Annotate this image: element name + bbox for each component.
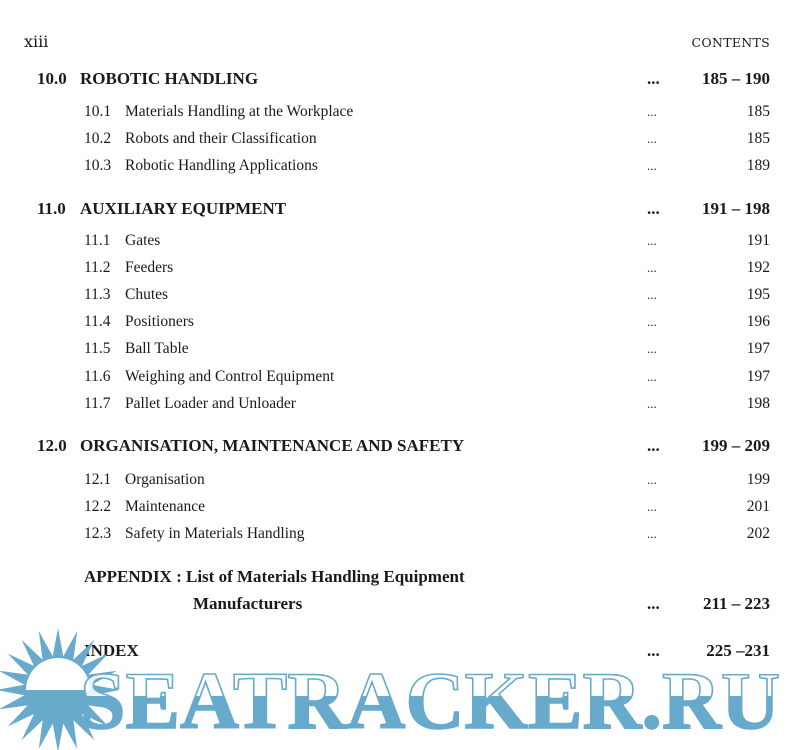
page-range: 191 – 198 (702, 199, 770, 218)
entry-title: ORGANISATION, MAINTENANCE AND SAFETY (80, 436, 465, 455)
entry-number: 11.0 (37, 199, 66, 218)
entry-title: Safety in Materials Handling (125, 525, 305, 542)
leader-dots: ... (647, 499, 657, 514)
page-range: 197 (746, 340, 770, 357)
entry-title: AUXILIARY EQUIPMENT (80, 199, 287, 218)
page-range: 197 (746, 368, 770, 385)
leader-dots: ... (647, 472, 657, 487)
page-range: 195 (746, 286, 770, 303)
page-range: 185 (746, 103, 770, 120)
leader-dots: ... (647, 369, 657, 384)
toc-section: 12.3 Safety in Materials Handling... 202 (0, 523, 796, 545)
running-title: CONTENTS (691, 35, 770, 50)
entry-title: Gates (125, 232, 161, 249)
toc-section: 11.3 Chutes... 195 (0, 284, 796, 306)
entry-title: Feeders (125, 259, 174, 276)
entry-number: 11.1 (84, 232, 111, 249)
toc-section: 11.2 Feeders... 192 (0, 257, 796, 279)
leader-dots: ... (647, 526, 657, 541)
entry-number: 12.2 (84, 498, 112, 515)
leader-dots: ... (647, 104, 657, 119)
leader-dots: ... (647, 233, 657, 248)
toc-section: 11.5 Ball Table... 197 (0, 338, 796, 360)
page-number: xiii (24, 32, 49, 51)
entry-number: 10.0 (37, 69, 67, 88)
toc-section: 11.7 Pallet Loader and Unloader... 198 (0, 393, 796, 415)
entry-title: Positioners (125, 313, 194, 330)
toc-section: 12.1 Organisation... 199 (0, 469, 796, 491)
entry-title: Ball Table (125, 340, 189, 357)
sun-icon (0, 628, 120, 750)
entry-title: Maintenance (125, 498, 206, 515)
page-range: 202 (746, 525, 770, 542)
appendix-title: APPENDIX : List of Materials Handling Eq… (84, 567, 465, 586)
leader-dots: ... (647, 69, 660, 88)
watermark: SEATRACKER.RU (0, 628, 781, 750)
entry-title: Robots and their Classification (125, 130, 317, 147)
entry-title: Robotic Handling Applications (125, 157, 318, 174)
entry-title: Chutes (125, 286, 169, 303)
entry-title: ROBOTIC HANDLING (80, 69, 259, 88)
leader-dots: ... (647, 594, 660, 613)
entry-number: 10.1 (84, 103, 112, 120)
page-range: 225 –231 (706, 641, 770, 660)
entry-number: 10.2 (84, 130, 112, 147)
page-range: 191 (746, 232, 770, 249)
leader-dots: ... (647, 436, 660, 455)
toc-section: 10.3 Robotic Handling Applications... 189 (0, 155, 796, 177)
leader-dots: ... (647, 396, 657, 411)
toc-index: INDEX ... 225 –231 (0, 640, 796, 662)
toc-section: 10.2 Robots and their Classification... 18… (0, 128, 796, 150)
entry-title: Materials Handling at the Workplace (125, 103, 354, 120)
page-range: 198 (746, 395, 770, 412)
entry-title: Organisation (125, 471, 205, 488)
leader-dots: ... (647, 158, 657, 173)
toc-chapter: 12.0 ORGANISATION, MAINTENANCE AND SAFETY… (0, 435, 796, 457)
page-range: 189 (746, 157, 770, 174)
entry-title: Weighing and Control Equipment (125, 368, 335, 385)
page-range: 211 – 223 (702, 594, 770, 613)
page-range: 199 (746, 471, 770, 488)
leader-dots: ... (647, 341, 657, 356)
entry-number: 10.3 (84, 157, 112, 174)
toc-section: 11.4 Positioners... 196 (0, 311, 796, 333)
toc-chapter: 11.0 AUXILIARY EQUIPMENT... 191 – 198 (0, 198, 796, 220)
leader-dots: ... (647, 287, 657, 302)
toc-chapter: 10.0 ROBOTIC HANDLING... 185 – 190 (0, 68, 796, 90)
toc-section: 12.2 Maintenance... 201 (0, 496, 796, 518)
toc-appendix-cont: Manufacturers ... 211 – 223 (0, 593, 796, 615)
page-range: 201 (746, 498, 770, 515)
page-range: 196 (746, 313, 770, 330)
entry-number: 11.2 (84, 259, 111, 276)
toc-section: 11.6 Weighing and Control Equipment... 197 (0, 366, 796, 388)
toc-appendix: APPENDIX : List of Materials Handling Eq… (0, 566, 796, 588)
appendix-title-cont: Manufacturers (193, 594, 303, 613)
leader-dots: ... (647, 131, 657, 146)
page-range: 185 (746, 130, 770, 147)
entry-number: 12.1 (84, 471, 112, 488)
entry-number: 11.7 (84, 395, 111, 412)
entry-number: 12.0 (37, 436, 67, 455)
entry-title: Pallet Loader and Unloader (125, 395, 296, 412)
leader-dots: ... (647, 199, 660, 218)
leader-dots: ... (647, 641, 660, 660)
page-range: 185 – 190 (702, 69, 770, 88)
entry-number: 11.4 (84, 313, 111, 330)
entry-number: 11.6 (84, 368, 111, 385)
page-range: 199 – 209 (702, 436, 770, 455)
leader-dots: ... (647, 260, 657, 275)
page-range: 192 (746, 259, 770, 276)
index-title: INDEX (84, 641, 139, 660)
entry-number: 12.3 (84, 525, 112, 542)
watermark-text: SEATRACKER.RU (80, 655, 780, 746)
toc-section: 11.1 Gates... 191 (0, 230, 796, 252)
entry-number: 11.3 (84, 286, 111, 303)
leader-dots: ... (647, 314, 657, 329)
toc-section: 10.1 Materials Handling at the Workplace.… (0, 101, 796, 123)
entry-number: 11.5 (84, 340, 111, 357)
